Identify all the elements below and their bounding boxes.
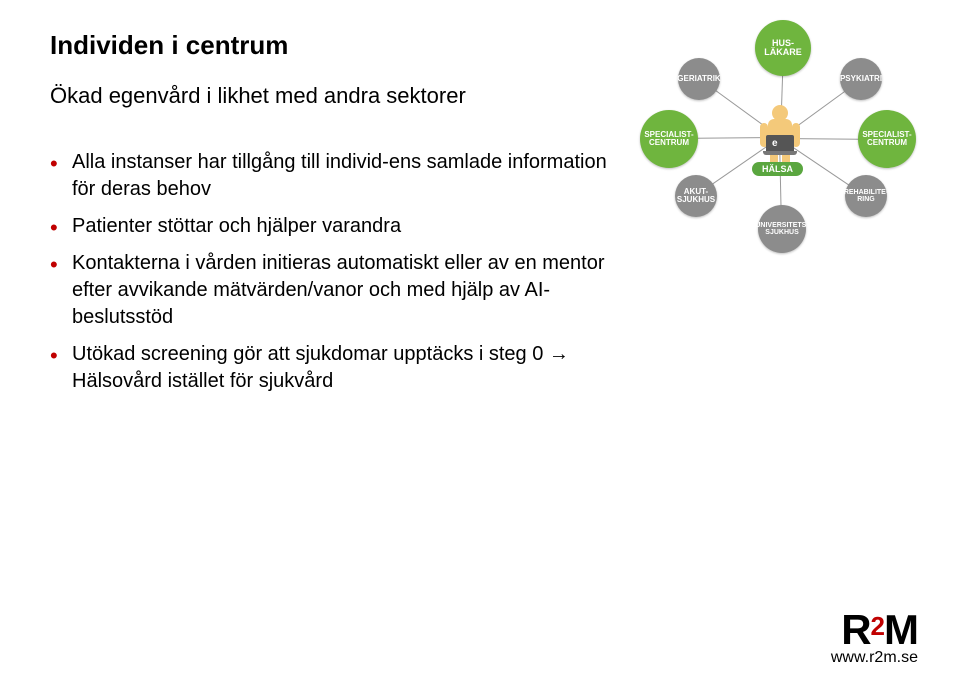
diagram-node: SPECIALIST- CENTRUM: [640, 110, 698, 168]
logo-part: R: [841, 606, 870, 653]
brand-logo: R2M: [831, 613, 918, 647]
bullet-item: Alla instanser har tillgång till individ…: [50, 149, 620, 203]
bullet-item: Utökad screening gör att sjukdomar upptä…: [50, 341, 620, 395]
diagram-node: PSYKIATRI: [840, 58, 882, 100]
diagram-node: AKUT- SJUKHUS: [675, 175, 717, 217]
bullet-item: Kontakterna i vården initieras automatis…: [50, 250, 620, 331]
bullet-list: Alla instanser har tillgång till individ…: [50, 149, 620, 395]
diagram-node: UNIVERSITETS- SJUKHUS: [758, 205, 806, 253]
diagram-node: SPECIALIST- CENTRUM: [858, 110, 916, 168]
logo-superscript: 2: [871, 611, 884, 641]
slide: Individen i centrum Ökad egenvård i likh…: [0, 0, 960, 689]
network-diagram: e HÄLSA HUS- LÄKARE PSYKIATRI SPECIALIST- …: [640, 20, 920, 250]
logo-part: M: [884, 606, 918, 653]
footer: R2M www.r2m.se: [831, 613, 918, 667]
footer-url: www.r2m.se: [831, 649, 918, 667]
center-label: HÄLSA: [752, 162, 803, 176]
laptop-icon: [766, 135, 794, 153]
bullet-item: Patienter stöttar och hjälper varandra: [50, 213, 620, 240]
diagram-node: GERIATRIK: [678, 58, 720, 100]
diagram-node: REHABILITE- RING: [845, 175, 887, 217]
laptop-screen-letter: e: [772, 138, 778, 149]
body-content: Alla instanser har tillgång till individ…: [50, 149, 620, 395]
diagram-node: HUS- LÄKARE: [755, 20, 811, 76]
